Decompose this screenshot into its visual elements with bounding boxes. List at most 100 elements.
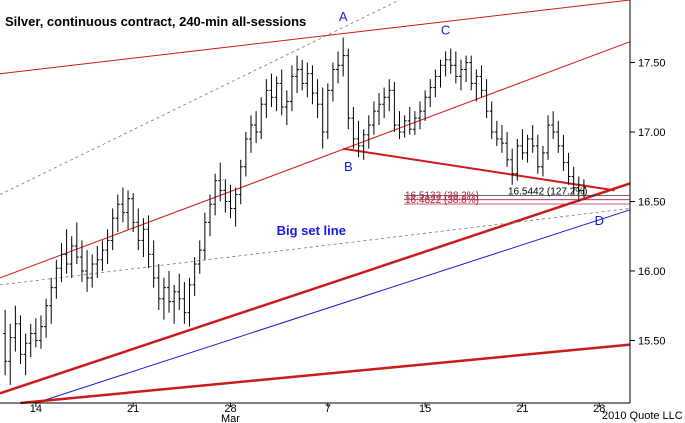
price-bars [3,37,586,385]
ohlc-bar [208,194,212,237]
ohlc-bar [489,101,494,139]
ohlc-bar [248,115,253,153]
chart-title: Silver, continuous contract, 240-min all… [5,14,306,29]
ohlc-bar [336,51,341,84]
ohlc-bar [131,193,136,233]
ohlc-bar [305,62,310,98]
ohlc-bar [44,298,49,338]
ohlc-bar [418,101,422,130]
time-tick-label: 15 [419,403,431,415]
trendline [343,147,615,192]
ohlc-bar [213,173,218,216]
month-label: Mar [221,413,240,423]
ohlc-bar [392,81,397,133]
ohlc-bar [371,101,376,135]
ohlc-bar [284,90,289,126]
ohlc-bar [3,309,8,376]
ohlc-bar [172,284,177,324]
ohlc-bar [28,323,33,358]
ohlc-bar [546,115,551,160]
ohlc-bar [192,257,197,296]
ohlc-bar [13,305,18,352]
trendline [0,208,631,286]
ohlc-bar [412,111,417,135]
ohlc-bar [484,79,489,119]
ohlc-bar [23,333,28,376]
ohlc-bar [100,240,105,271]
ohlc-bar [310,65,315,105]
ohlc-bar [525,134,530,163]
ohlc-bar [581,179,586,198]
ohlc-bar [438,59,443,88]
ohlc-bar [126,190,131,230]
ohlc-bar [54,259,59,299]
ohlc-bar [576,176,581,202]
ohlc-bar [295,55,300,94]
ohlc-bar [556,120,561,153]
ohlc-bar [115,194,120,233]
trendline [35,209,631,404]
ohlc-bar [315,79,320,119]
fib-level-label: 16.4822 (38.8%) [405,195,479,206]
wave-label: B [344,159,353,174]
trendline [0,0,631,75]
ohlc-bar [49,277,54,324]
ohlc-bar [33,318,38,348]
ohlc-bar [469,55,474,91]
time-tick-label: 21 [127,403,139,415]
ohlc-bar [110,208,115,251]
ohlc-bar [325,83,330,139]
ohlc-bar [228,184,233,219]
ohlc-bar [458,59,463,91]
ohlc-bar [238,159,243,205]
ohlc-bar [161,277,166,320]
ohlc-bar [120,187,125,223]
ohlc-bar [136,208,141,251]
wave-label: A [339,9,348,24]
ohlc-bar [494,120,499,146]
price-tick-label: 15.50 [638,335,666,347]
time-tick-label: 7 [325,403,331,415]
time-tick-label: 28 [593,403,605,415]
fib-level-label: 16.5133 (38.2%) [405,191,479,202]
ohlc-bar [397,111,402,139]
trendlines [0,0,631,405]
ohlc-bar [377,93,382,126]
ohlc-bar [320,87,325,149]
ohlc-bar [540,145,545,177]
trendline [0,182,631,395]
ohlc-bar [566,152,571,185]
set-line-label: Big set line [277,223,346,238]
ohlc-bar [182,282,187,324]
ohlc-bar [274,76,279,112]
trendline [0,0,400,195]
ohlc-bar [202,212,207,260]
ohlc-bar [8,323,13,385]
ohlc-bar [264,79,269,119]
ohlc-bar [269,73,274,108]
ohlc-bar [197,240,202,274]
ohlc-bar [223,179,228,213]
ohlc-bar [167,270,172,313]
ohlc-bar [69,236,74,278]
ohlc-bar [146,215,151,269]
ohlc-bar [38,315,43,349]
ohlc-bar [561,134,566,171]
ohlc-bar [74,222,79,265]
copyright-label: 2010 Quote LLC [602,410,683,422]
ohlc-bar [510,148,515,185]
price-axis: 15.50 16.00 16.50 17.00 17.50 [630,58,666,347]
wave-label: C [441,23,450,38]
ohlc-bar [79,240,84,283]
ohlc-bar [259,97,264,139]
ohlc-bar [187,277,192,327]
ohlc-bar [141,218,146,258]
ohlc-bar [464,55,469,82]
ohlc-bar [346,48,351,130]
annotations: A B C D Big set line 16.5442 (127.2%) 16.5133 … [277,9,604,238]
ohlc-bar [499,125,504,153]
ohlc-bar [151,240,156,288]
time-tick-label: 28 [224,403,236,415]
